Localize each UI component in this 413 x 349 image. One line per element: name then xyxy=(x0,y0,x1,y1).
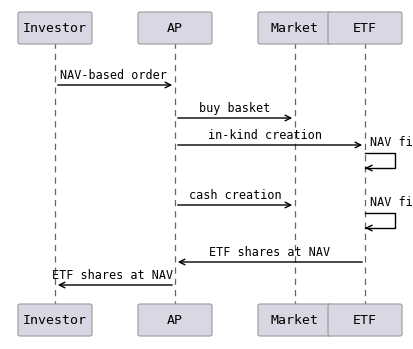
FancyBboxPatch shape xyxy=(257,304,331,336)
FancyBboxPatch shape xyxy=(327,304,401,336)
Text: ETF shares at NAV: ETF shares at NAV xyxy=(209,246,330,259)
FancyBboxPatch shape xyxy=(138,304,211,336)
Text: Investor: Investor xyxy=(23,313,87,327)
Text: ETF shares at NAV: ETF shares at NAV xyxy=(52,269,173,282)
FancyBboxPatch shape xyxy=(327,12,401,44)
FancyBboxPatch shape xyxy=(138,12,211,44)
Text: NAV fixing: NAV fixing xyxy=(369,196,413,209)
Text: buy basket: buy basket xyxy=(199,102,270,115)
Text: cash creation: cash creation xyxy=(188,189,280,202)
Text: NAV fixing: NAV fixing xyxy=(369,136,413,149)
Text: in-kind creation: in-kind creation xyxy=(207,129,321,142)
Text: NAV-based order: NAV-based order xyxy=(59,69,166,82)
FancyBboxPatch shape xyxy=(18,12,92,44)
Text: AP: AP xyxy=(166,22,183,35)
FancyBboxPatch shape xyxy=(257,12,331,44)
Text: ETF: ETF xyxy=(352,313,376,327)
Text: Investor: Investor xyxy=(23,22,87,35)
Text: Market: Market xyxy=(271,22,318,35)
Text: AP: AP xyxy=(166,313,183,327)
Text: Market: Market xyxy=(271,313,318,327)
FancyBboxPatch shape xyxy=(18,304,92,336)
Text: ETF: ETF xyxy=(352,22,376,35)
